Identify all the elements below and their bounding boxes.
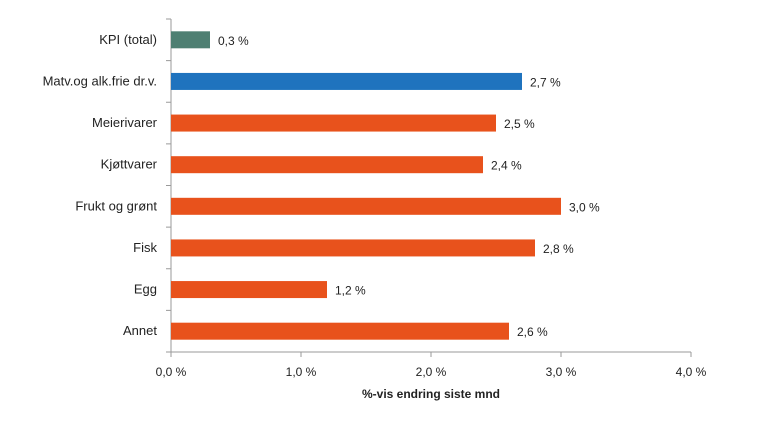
value-labels: 0,3 % 2,7 % 2,5 % 2,4 % 3,0 % 2,8 % 1,2 % 2,6 % xyxy=(218,34,600,339)
category-label: Matv.og alk.frie dr.v. xyxy=(43,73,157,88)
value-label: 3,0 % xyxy=(569,200,600,214)
bar-0 xyxy=(171,31,210,49)
bar-3 xyxy=(171,156,483,174)
value-label: 2,6 % xyxy=(517,325,548,339)
bar-5 xyxy=(171,239,535,257)
x-axis-ticks xyxy=(170,352,692,357)
category-label: Kjøttvarer xyxy=(101,157,158,172)
value-label: 2,8 % xyxy=(543,242,574,256)
value-label: 2,5 % xyxy=(504,117,535,131)
x-tick-label: 0,0 % xyxy=(156,365,187,379)
x-tick-label: 1,0 % xyxy=(286,365,317,379)
x-tick-label: 3,0 % xyxy=(546,365,577,379)
bar-6 xyxy=(171,281,327,299)
value-label: 0,3 % xyxy=(218,34,249,48)
bar-7 xyxy=(171,322,509,340)
bar-2 xyxy=(171,114,496,132)
value-label: 2,7 % xyxy=(530,75,561,89)
category-label: Meierivarer xyxy=(92,115,158,130)
value-label: 1,2 % xyxy=(335,284,366,298)
x-tick-labels: 0,0 % 1,0 % 2,0 % 3,0 % 4,0 % xyxy=(156,365,707,379)
bar-4 xyxy=(171,197,561,215)
bar-1 xyxy=(171,72,522,90)
category-label: Annet xyxy=(123,323,157,338)
category-label: Fisk xyxy=(133,240,157,255)
category-labels: KPI (total) Matv.og alk.frie dr.v. Meieriv… xyxy=(43,32,158,338)
y-axis-ticks xyxy=(166,18,171,353)
bars-group xyxy=(171,31,561,340)
x-axis-title: %-vis endring siste mnd xyxy=(362,387,500,401)
category-label: Egg xyxy=(134,282,157,297)
category-label: KPI (total) xyxy=(99,32,157,47)
value-label: 2,4 % xyxy=(491,159,522,173)
x-tick-label: 4,0 % xyxy=(676,365,707,379)
category-label: Frukt og grønt xyxy=(75,198,157,213)
x-tick-label: 2,0 % xyxy=(416,365,447,379)
